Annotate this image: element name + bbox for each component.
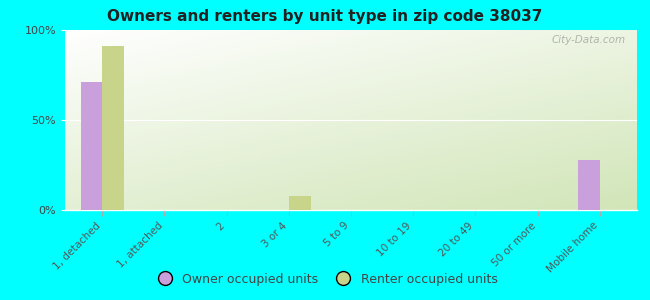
Bar (578, 160, 600, 210)
Bar (289, 196, 311, 210)
Bar (81, 82, 102, 210)
Text: City-Data.com: City-Data.com (551, 35, 625, 45)
Bar (102, 46, 124, 210)
Text: Owners and renters by unit type in zip code 38037: Owners and renters by unit type in zip c… (107, 9, 543, 24)
Legend: Owner occupied units, Renter occupied units: Owner occupied units, Renter occupied un… (148, 268, 502, 291)
